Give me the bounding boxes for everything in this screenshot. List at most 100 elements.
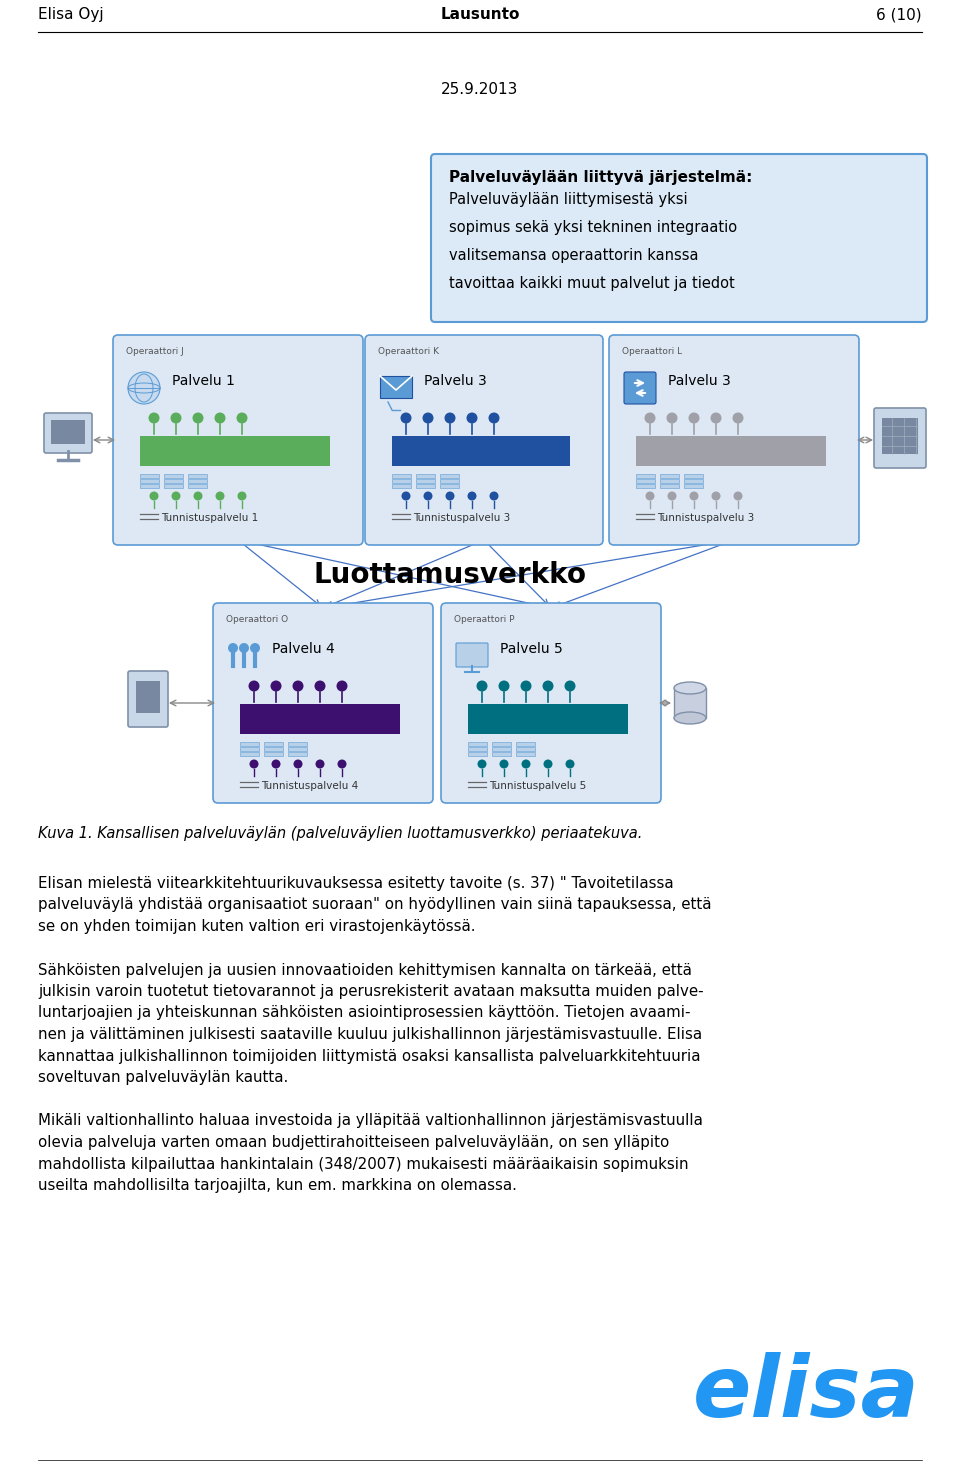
FancyBboxPatch shape xyxy=(684,484,703,488)
FancyBboxPatch shape xyxy=(660,479,679,482)
FancyBboxPatch shape xyxy=(140,484,159,488)
FancyBboxPatch shape xyxy=(516,752,535,755)
Text: Palveluväylään liittyvä järjestelmä:: Palveluväylään liittyvä järjestelmä: xyxy=(449,171,753,186)
Text: Elisa Oyj: Elisa Oyj xyxy=(38,7,104,22)
Circle shape xyxy=(565,760,574,769)
Circle shape xyxy=(543,760,553,769)
Circle shape xyxy=(271,681,281,692)
Circle shape xyxy=(316,760,324,769)
FancyBboxPatch shape xyxy=(264,742,283,746)
FancyBboxPatch shape xyxy=(392,484,411,488)
Circle shape xyxy=(315,681,325,692)
Circle shape xyxy=(249,681,259,692)
Text: Palvelu 3: Palvelu 3 xyxy=(668,374,731,387)
Text: useilta mahdollisilta tarjoajilta, kun em. markkina on olemassa.: useilta mahdollisilta tarjoajilta, kun e… xyxy=(38,1178,516,1193)
FancyBboxPatch shape xyxy=(440,479,459,482)
FancyBboxPatch shape xyxy=(416,484,435,488)
Circle shape xyxy=(228,643,238,653)
Circle shape xyxy=(272,760,280,769)
FancyBboxPatch shape xyxy=(636,479,655,482)
FancyBboxPatch shape xyxy=(51,420,85,444)
Circle shape xyxy=(250,643,260,653)
FancyBboxPatch shape xyxy=(164,479,183,482)
FancyBboxPatch shape xyxy=(416,479,435,482)
Circle shape xyxy=(171,413,181,423)
FancyBboxPatch shape xyxy=(636,436,826,466)
FancyBboxPatch shape xyxy=(140,479,159,482)
Text: sopimus sekä yksi tekninen integraatio: sopimus sekä yksi tekninen integraatio xyxy=(449,220,737,234)
Circle shape xyxy=(193,413,204,423)
Circle shape xyxy=(293,681,303,692)
FancyBboxPatch shape xyxy=(128,671,168,727)
FancyBboxPatch shape xyxy=(441,603,661,803)
Text: Tunnistuspalvelu 3: Tunnistuspalvelu 3 xyxy=(657,513,755,522)
FancyBboxPatch shape xyxy=(288,752,307,755)
Circle shape xyxy=(214,413,226,423)
Text: tavoittaa kaikki muut palvelut ja tiedot: tavoittaa kaikki muut palvelut ja tiedot xyxy=(449,276,734,291)
FancyBboxPatch shape xyxy=(492,746,511,751)
Circle shape xyxy=(732,413,743,423)
Text: soveltuvan palveluväylän kautta.: soveltuvan palveluväylän kautta. xyxy=(38,1070,288,1085)
Circle shape xyxy=(689,491,699,500)
Text: olevia palveluja varten omaan budjettirahoitteiseen palveluväylään, on sen ylläp: olevia palveluja varten omaan budjettira… xyxy=(38,1135,669,1150)
Circle shape xyxy=(521,760,531,769)
FancyBboxPatch shape xyxy=(609,335,859,545)
FancyBboxPatch shape xyxy=(288,746,307,751)
Circle shape xyxy=(149,413,159,423)
Circle shape xyxy=(239,643,249,653)
FancyBboxPatch shape xyxy=(492,752,511,755)
Circle shape xyxy=(710,413,722,423)
Text: Lausunto: Lausunto xyxy=(441,7,519,22)
Text: Tunnistuspalvelu 1: Tunnistuspalvelu 1 xyxy=(161,513,258,522)
Text: palveluväylä yhdistää organisaatiot suoraan" on hyödyllinen vain siinä tapaukses: palveluväylä yhdistää organisaatiot suor… xyxy=(38,898,711,913)
Text: Operaattori P: Operaattori P xyxy=(454,614,515,623)
Text: Palvelu 4: Palvelu 4 xyxy=(272,643,335,656)
Text: Palveluväylään liittymisestä yksi: Palveluväylään liittymisestä yksi xyxy=(449,191,687,206)
Circle shape xyxy=(250,760,258,769)
Text: Luottamusverkko: Luottamusverkko xyxy=(314,561,587,589)
FancyBboxPatch shape xyxy=(188,479,207,482)
FancyBboxPatch shape xyxy=(240,752,259,755)
Text: Sähköisten palvelujen ja uusien innovaatioiden kehittymisen kannalta on tärkeää,: Sähköisten palvelujen ja uusien innovaat… xyxy=(38,963,692,978)
Text: Tunnistuspalvelu 5: Tunnistuspalvelu 5 xyxy=(489,781,587,791)
Circle shape xyxy=(422,413,434,423)
FancyBboxPatch shape xyxy=(636,473,655,478)
FancyBboxPatch shape xyxy=(44,413,92,453)
Circle shape xyxy=(236,413,248,423)
Circle shape xyxy=(237,491,247,500)
FancyBboxPatch shape xyxy=(674,689,706,718)
FancyBboxPatch shape xyxy=(468,746,487,751)
Circle shape xyxy=(338,760,347,769)
FancyBboxPatch shape xyxy=(188,484,207,488)
Text: 25.9.2013: 25.9.2013 xyxy=(442,82,518,96)
Text: elisa: elisa xyxy=(693,1352,920,1435)
Circle shape xyxy=(733,491,742,500)
FancyBboxPatch shape xyxy=(416,473,435,478)
Circle shape xyxy=(542,681,554,692)
Text: Tunnistuspalvelu 4: Tunnistuspalvelu 4 xyxy=(261,781,358,791)
Text: Palvelu 3: Palvelu 3 xyxy=(424,374,487,387)
Circle shape xyxy=(711,491,721,500)
Circle shape xyxy=(564,681,575,692)
FancyBboxPatch shape xyxy=(684,479,703,482)
Circle shape xyxy=(444,413,455,423)
Circle shape xyxy=(688,413,700,423)
Ellipse shape xyxy=(674,683,706,695)
FancyBboxPatch shape xyxy=(874,408,926,467)
FancyBboxPatch shape xyxy=(164,484,183,488)
Circle shape xyxy=(476,681,488,692)
FancyBboxPatch shape xyxy=(660,473,679,478)
FancyBboxPatch shape xyxy=(288,742,307,746)
FancyBboxPatch shape xyxy=(624,372,656,404)
Text: Operaattori J: Operaattori J xyxy=(126,347,183,356)
FancyBboxPatch shape xyxy=(188,473,207,478)
FancyBboxPatch shape xyxy=(240,703,400,735)
Circle shape xyxy=(498,681,510,692)
Text: Tunnistuspalvelu 3: Tunnistuspalvelu 3 xyxy=(413,513,511,522)
FancyBboxPatch shape xyxy=(468,742,487,746)
FancyBboxPatch shape xyxy=(140,473,159,478)
Text: nen ja välittäminen julkisesti saataville kuuluu julkishallinnon järjestämisvast: nen ja välittäminen julkisesti saatavill… xyxy=(38,1027,702,1042)
FancyBboxPatch shape xyxy=(264,746,283,751)
Text: kannattaa julkishallinnon toimijoiden liittymistä osaksi kansallista palveluarkk: kannattaa julkishallinnon toimijoiden li… xyxy=(38,1049,701,1064)
Text: Kuva 1. Kansallisen palveluväylän (palveluväylien luottamusverkko) periaatekuva.: Kuva 1. Kansallisen palveluväylän (palve… xyxy=(38,827,642,841)
